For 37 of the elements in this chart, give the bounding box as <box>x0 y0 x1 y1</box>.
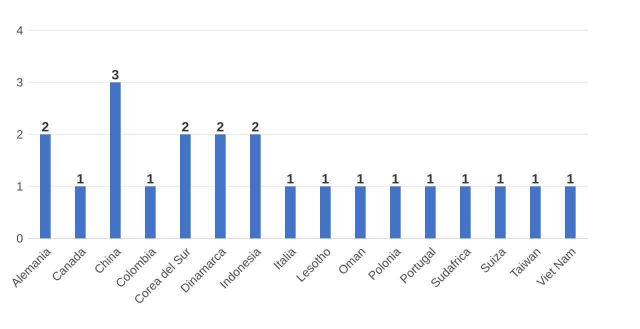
bar <box>460 186 471 238</box>
data-label: 1 <box>497 174 504 184</box>
bar <box>215 134 226 238</box>
data-label: 2 <box>252 122 259 132</box>
bar <box>110 82 121 238</box>
data-label: 1 <box>462 174 469 184</box>
data-label: 1 <box>147 174 154 184</box>
y-tick-label: 4 <box>16 26 23 34</box>
data-label: 3 <box>112 70 119 80</box>
bar <box>40 134 51 238</box>
data-label: 2 <box>42 122 49 132</box>
data-label: 1 <box>77 174 84 184</box>
data-label: 2 <box>217 122 224 132</box>
data-label: 1 <box>532 174 539 184</box>
bar <box>530 186 541 238</box>
bar <box>355 186 366 238</box>
bar <box>390 186 401 238</box>
bar <box>180 134 191 238</box>
y-tick-label: 2 <box>17 130 23 139</box>
bar <box>565 186 576 238</box>
data-label: 1 <box>287 174 294 184</box>
bar <box>250 134 261 238</box>
data-label: 1 <box>392 174 399 184</box>
bar <box>425 186 436 238</box>
y-tick-label: 1 <box>17 182 23 190</box>
bar <box>75 186 86 238</box>
data-label: 1 <box>357 174 364 184</box>
data-label: 1 <box>427 174 434 184</box>
y-tick-label: 0 <box>16 234 23 243</box>
y-tick-label: 3 <box>16 78 23 87</box>
data-label: 1 <box>322 174 329 184</box>
data-label: 1 <box>567 174 574 184</box>
bar <box>495 186 506 238</box>
data-label: 2 <box>182 122 189 132</box>
bar <box>320 186 331 238</box>
bar <box>145 186 156 238</box>
bar <box>285 186 296 238</box>
